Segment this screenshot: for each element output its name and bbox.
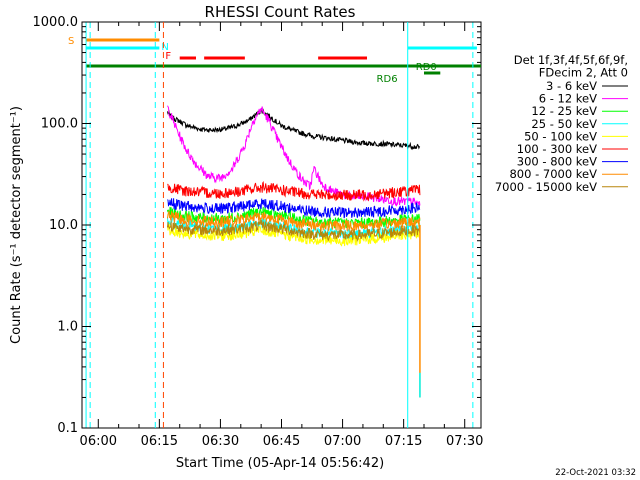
x-tick-label: 06:15 — [141, 434, 178, 449]
x-tick-label: 06:00 — [80, 434, 117, 449]
legend-entry-label: 7000 - 15000 keV — [495, 180, 597, 194]
instrument-flags: S NF RD0 RD6 — [68, 36, 481, 85]
x-tick-label: 07:00 — [324, 434, 361, 449]
x-tick-label: 06:45 — [263, 434, 300, 449]
flag-label: F — [165, 51, 171, 62]
series-line — [167, 219, 421, 243]
series-line — [167, 181, 421, 202]
chart-title: RHESSI Count Rates — [205, 3, 356, 21]
legend-entry-label: 800 - 7000 keV — [509, 167, 597, 181]
legend-entry-label: 100 - 300 keV — [517, 142, 597, 156]
series-line — [167, 210, 421, 233]
y-tick-label: 0.1 — [57, 421, 78, 436]
flag-label: S — [68, 36, 74, 47]
x-tick-label: 07:15 — [385, 434, 422, 449]
legend-entry-label: 300 - 800 keV — [517, 155, 597, 169]
y-tick-label: 1.0 — [57, 320, 78, 335]
y-tick-label: 100.0 — [41, 117, 78, 132]
legend-entry-label: 50 - 100 keV — [524, 129, 597, 143]
legend-header: FDecim 2, Att 0 — [539, 66, 628, 80]
x-axis-label: Start Time (05-Apr-14 05:56:42) — [176, 456, 384, 471]
legend-entry-label: 6 - 12 keV — [539, 92, 597, 106]
series-line — [167, 108, 421, 151]
axes: 1000.0 100.0 10.0 1.0 0.106:00 06:15 06:30 06:4… — [33, 15, 484, 449]
y-tick-label: 1000.0 — [33, 15, 79, 30]
legend-entry-label: 12 - 25 keV — [531, 104, 597, 118]
series-line — [167, 223, 421, 247]
series-line — [167, 198, 421, 219]
legend-entry-label: 25 - 50 keV — [531, 117, 597, 131]
flag-label: N — [161, 42, 168, 53]
legend-entry-label: 3 - 6 keV — [546, 79, 597, 93]
x-tick-label: 06:30 — [202, 434, 239, 449]
y-axis-label: Count Rate (s⁻¹ detector segment⁻¹) — [9, 106, 24, 344]
legend-header: Det 1f,3f,4f,5f,6f,9f, — [514, 53, 628, 67]
timestamp: 22-Oct-2021 03:32 — [555, 468, 636, 478]
series-layer — [167, 105, 421, 398]
flag-label: RD0 — [416, 62, 437, 73]
legend: Det 1f,3f,4f,5f,6f,9f,FDecim 2, Att 03 -… — [495, 53, 628, 194]
flag-label: RD6 — [377, 74, 398, 85]
x-tick-label: 07:30 — [446, 434, 483, 449]
y-tick-label: 10.0 — [49, 218, 78, 233]
